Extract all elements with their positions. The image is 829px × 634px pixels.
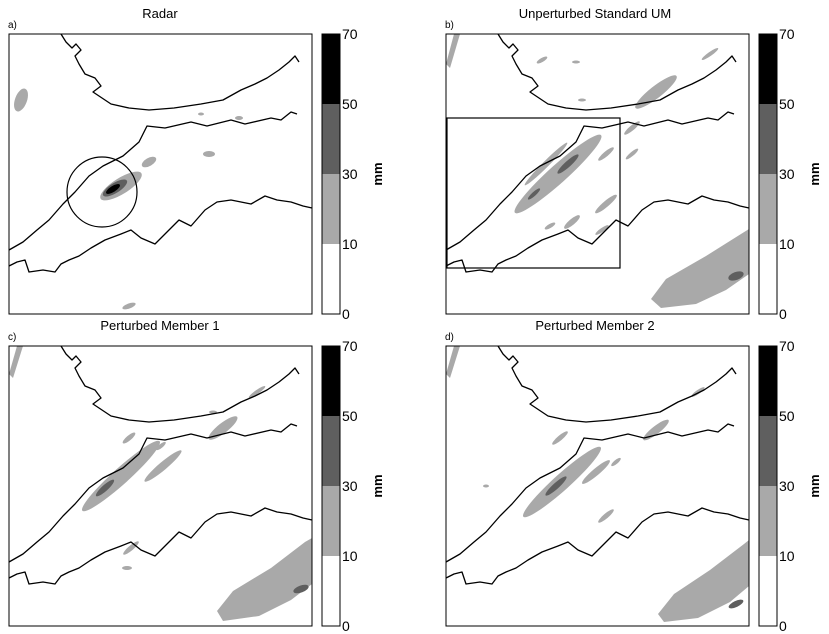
map-area — [445, 33, 750, 315]
colorbar-tick-label: 10 — [342, 548, 358, 564]
colorbar-frame — [758, 33, 778, 315]
colorbar-unit-label: mm — [807, 162, 822, 185]
panel-title: Unperturbed Standard UM — [519, 6, 671, 21]
panel-title: Perturbed Member 1 — [100, 318, 219, 333]
colorbar-frame — [321, 33, 341, 315]
colorbar-segment — [759, 486, 777, 556]
panel-c: c) Perturbed Member 1 — [8, 318, 313, 627]
colorbar-tick-label: 70 — [779, 26, 795, 42]
colorbar-segment — [759, 416, 777, 486]
colorbar-segment — [322, 174, 340, 244]
panel-letter: d) — [445, 332, 454, 343]
colorbar-unit-label: mm — [370, 474, 385, 497]
colorbar-tick-label: 30 — [779, 478, 795, 494]
colorbar-segment — [322, 416, 340, 486]
panel-a: a) Radar — [8, 6, 313, 315]
colorbar-segment — [322, 244, 340, 314]
panel-letter: b) — [445, 20, 454, 31]
panel-title: Radar — [142, 6, 178, 21]
precip-field — [14, 88, 243, 310]
colorbar-segment — [322, 486, 340, 556]
colorbar: 0 10 30 50 70 mm — [321, 338, 385, 634]
colorbar-segment — [759, 34, 777, 104]
colorbar-tick-label: 0 — [342, 306, 350, 322]
colorbar-segment — [759, 556, 777, 626]
colorbar-tick-label: 50 — [779, 96, 795, 112]
panel-letter: a) — [8, 20, 17, 31]
colorbar-unit-label: mm — [370, 162, 385, 185]
colorbar-segment — [759, 346, 777, 416]
colorbar: 0 10 30 50 70 mm — [321, 26, 385, 322]
map-area — [8, 33, 313, 315]
colorbar-tick-label: 10 — [779, 236, 795, 252]
precip-field — [446, 34, 749, 308]
colorbar-unit-label: mm — [807, 474, 822, 497]
colorbar-segment — [759, 244, 777, 314]
colorbar-tick-label: 0 — [779, 618, 787, 634]
colorbar-tick-label: 50 — [342, 408, 358, 424]
precip-field — [9, 346, 312, 621]
colorbar-tick-label: 70 — [342, 338, 358, 354]
colorbar-tick-label: 50 — [342, 96, 358, 112]
panel-d: d) Perturbed Member 2 — [445, 318, 750, 627]
map-area — [8, 345, 313, 627]
colorbar-segment — [322, 346, 340, 416]
colorbar-segment — [322, 104, 340, 174]
panel-b: b) Unperturbed Standard UM — [445, 6, 750, 315]
zoom-box — [446, 117, 621, 269]
precip-field — [446, 346, 749, 622]
colorbar-tick-label: 50 — [779, 408, 795, 424]
colorbar-segment — [759, 174, 777, 244]
colorbar-tick-label: 10 — [779, 548, 795, 564]
colorbar-frame — [758, 345, 778, 627]
colorbar-segment — [322, 556, 340, 626]
colorbar: 0 10 30 50 70 mm — [758, 26, 822, 322]
highlight-circle — [66, 156, 138, 228]
colorbar-frame — [321, 345, 341, 627]
colorbar-tick-label: 30 — [342, 478, 358, 494]
colorbar-tick-label: 30 — [342, 166, 358, 182]
colorbar-tick-label: 70 — [342, 26, 358, 42]
colorbar-tick-label: 70 — [779, 338, 795, 354]
colorbar-segment — [759, 104, 777, 174]
panel-letter: c) — [8, 332, 16, 343]
colorbar-segment — [322, 34, 340, 104]
colorbar-tick-label: 10 — [342, 236, 358, 252]
map-area — [445, 345, 750, 627]
colorbar-tick-label: 0 — [779, 306, 787, 322]
colorbar-tick-label: 30 — [779, 166, 795, 182]
panel-title: Perturbed Member 2 — [535, 318, 654, 333]
colorbar-tick-label: 0 — [342, 618, 350, 634]
colorbar: 0 10 30 50 70 mm — [758, 338, 822, 634]
